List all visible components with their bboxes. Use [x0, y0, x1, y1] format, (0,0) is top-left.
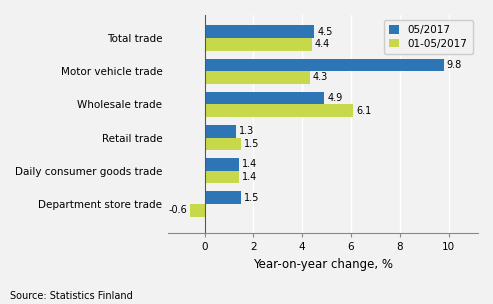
Text: 4.3: 4.3	[313, 72, 328, 82]
Bar	[190, 204, 205, 216]
Bar	[205, 25, 315, 38]
Text: 9.8: 9.8	[447, 60, 462, 70]
Text: 1.4: 1.4	[242, 172, 257, 182]
Text: 4.4: 4.4	[315, 39, 330, 49]
Bar	[205, 58, 444, 71]
Bar	[205, 191, 241, 204]
Text: 4.5: 4.5	[317, 27, 333, 36]
Bar	[205, 171, 239, 183]
Text: 4.9: 4.9	[327, 93, 342, 103]
Bar	[205, 104, 353, 117]
Bar	[205, 158, 239, 171]
X-axis label: Year-on-year change, %: Year-on-year change, %	[253, 258, 393, 271]
Bar	[205, 71, 310, 84]
Bar	[205, 125, 236, 137]
Text: 1.5: 1.5	[244, 139, 259, 149]
Text: -0.6: -0.6	[168, 205, 187, 215]
Legend: 05/2017, 01-05/2017: 05/2017, 01-05/2017	[384, 20, 473, 54]
Text: 1.3: 1.3	[239, 126, 254, 136]
Text: Source: Statistics Finland: Source: Statistics Finland	[10, 291, 133, 301]
Text: 6.1: 6.1	[356, 105, 372, 116]
Text: 1.4: 1.4	[242, 159, 257, 169]
Bar	[205, 38, 312, 50]
Bar	[205, 137, 241, 150]
Text: 1.5: 1.5	[244, 193, 259, 203]
Bar	[205, 92, 324, 104]
